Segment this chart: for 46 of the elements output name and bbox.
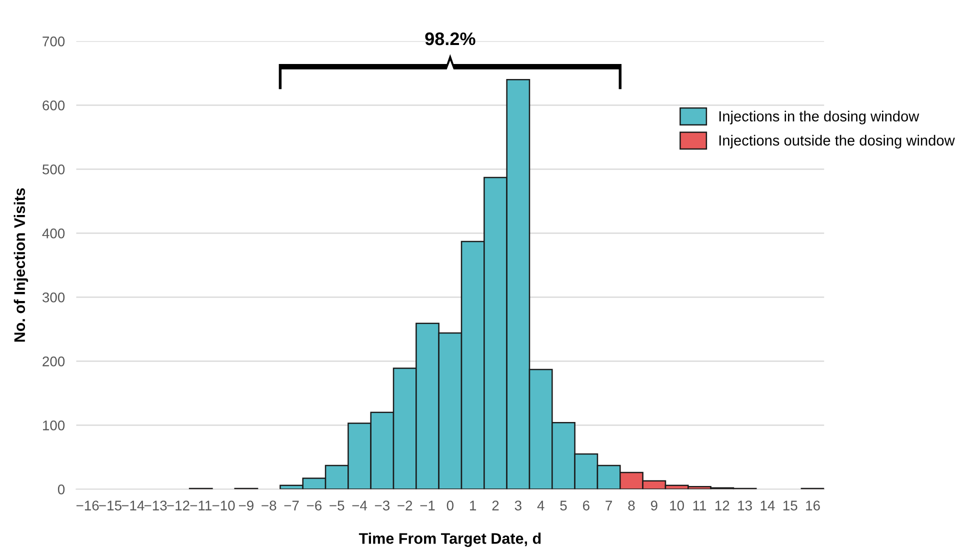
x-tick-label: −12 bbox=[167, 500, 190, 510]
y-axis-title: No. of Injection Visits bbox=[14, 188, 28, 342]
y-tick-label: 500 bbox=[42, 164, 65, 174]
x-tick-label: 2 bbox=[492, 500, 499, 510]
x-tick-label: 5 bbox=[560, 500, 567, 510]
x-tick-label: 14 bbox=[760, 500, 775, 510]
x-tick-label: −7 bbox=[284, 500, 299, 510]
x-tick-label: 10 bbox=[670, 500, 684, 510]
x-tick-label: 13 bbox=[738, 500, 752, 510]
x-tick-label: −9 bbox=[238, 500, 254, 510]
x-tick-label: −6 bbox=[306, 500, 322, 510]
x-tick-label: −8 bbox=[262, 500, 276, 510]
x-tick-label: −16 bbox=[76, 500, 99, 510]
x-tick-label: −5 bbox=[330, 500, 344, 510]
y-tick-label: 100 bbox=[43, 420, 65, 430]
x-tick-label: −14 bbox=[122, 500, 144, 510]
y-tick-label: 700 bbox=[42, 36, 65, 46]
y-tick-label: 300 bbox=[42, 292, 65, 302]
x-tick-label: 11 bbox=[693, 500, 706, 510]
x-tick-label: 7 bbox=[606, 500, 612, 510]
annotation: 98.2% bbox=[425, 32, 476, 46]
x-tick-label: 0 bbox=[446, 500, 454, 510]
x-tick-label: 16 bbox=[806, 500, 820, 510]
legend-label: Injections in the dosing window bbox=[719, 110, 920, 124]
x-tick-label: 4 bbox=[537, 500, 544, 510]
x-tick-label: 8 bbox=[628, 500, 635, 510]
x-tick-label: 12 bbox=[715, 500, 730, 510]
x-tick-label: 15 bbox=[783, 500, 798, 510]
x-tick-label: −3 bbox=[374, 500, 390, 510]
x-tick-label: −4 bbox=[352, 500, 368, 510]
x-tick-label: −15 bbox=[99, 500, 122, 510]
x-tick-label: 1 bbox=[470, 500, 476, 510]
x-tick-label: 6 bbox=[582, 500, 590, 510]
x-tick-label: −11 bbox=[190, 500, 212, 510]
legend-label: Injections outside the dosing window bbox=[719, 134, 955, 148]
x-tick-label: 9 bbox=[650, 500, 658, 510]
y-tick-label: 400 bbox=[42, 228, 65, 238]
x-tick-label: −13 bbox=[144, 500, 167, 510]
x-axis-title: Time From Target Date, d bbox=[358, 532, 541, 547]
x-tick-label: −10 bbox=[212, 500, 235, 510]
y-tick-label: 0 bbox=[58, 484, 65, 494]
y-tick-label: 200 bbox=[42, 356, 65, 366]
x-tick-label: −1 bbox=[420, 500, 435, 510]
x-tick-label: 3 bbox=[514, 500, 522, 510]
x-tick-label: −2 bbox=[398, 500, 412, 510]
y-tick-label: 600 bbox=[42, 100, 65, 110]
